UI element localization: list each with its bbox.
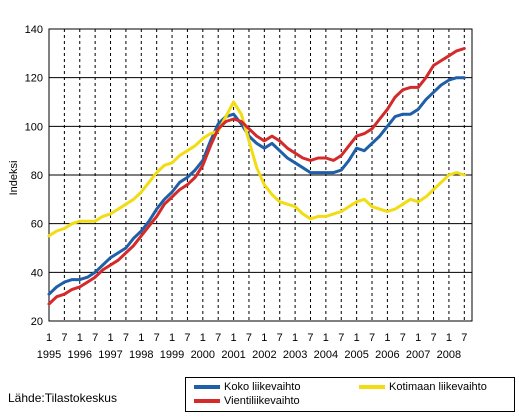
x-year-label: 2002 (252, 349, 276, 361)
x-year-label: 1996 (68, 349, 92, 361)
y-axis-title: Indeksi (8, 161, 20, 196)
legend-label-kotimaa: Kotimaan liikevaihto (389, 381, 487, 393)
x-month-tick-label: 7 (246, 332, 252, 344)
series-lines (47, 47, 466, 306)
x-year-label: 1999 (160, 349, 184, 361)
legend-item-koko: Koko liikevaihto (194, 381, 300, 393)
x-year-label: 2003 (283, 349, 307, 361)
x-year-label: 2008 (437, 349, 461, 361)
y-tick-label: 140 (25, 24, 43, 36)
x-month-tick-label: 7 (430, 332, 436, 344)
x-year-label: 2005 (344, 349, 368, 361)
x-month-tick-label: 1 (261, 332, 267, 344)
y-tick-label: 80 (31, 170, 43, 182)
legend: Koko liikevaihto Vientiliikevaihto Kotim… (185, 377, 515, 412)
x-month-tick-label: 1 (200, 332, 206, 344)
legend-swatch-vienti (194, 399, 220, 404)
x-month-tick-label: 7 (61, 332, 67, 344)
x-year-label: 2007 (406, 349, 430, 361)
y-tick-label: 20 (31, 316, 43, 328)
legend-swatch-koko (194, 385, 220, 390)
x-month-tick-label: 7 (400, 332, 406, 344)
x-month-tick-label: 1 (446, 332, 452, 344)
x-year-label: 1995 (37, 349, 61, 361)
x-month-tick-label: 1 (323, 332, 329, 344)
x-month-tick-label: 7 (338, 332, 344, 344)
x-year-label: 1998 (129, 349, 153, 361)
y-tick-label: 60 (31, 219, 43, 231)
legend-item-kotimaa: Kotimaan liikevaihto (359, 381, 487, 393)
x-year-label: 2004 (314, 349, 338, 361)
x-year-label: 2001 (221, 349, 245, 361)
x-month-tick-label: 7 (154, 332, 160, 344)
x-month-tick-label: 1 (231, 332, 237, 344)
x-month-tick-label: 1 (107, 332, 113, 344)
legend-swatch-kotimaa (359, 385, 385, 390)
x-month-tick-label: 7 (277, 332, 283, 344)
y-tick-label: 100 (25, 121, 43, 133)
y-tick-label: 120 (25, 73, 43, 85)
legend-label-koko: Koko liikevaihto (224, 381, 301, 393)
x-month-tick-label: 1 (77, 332, 83, 344)
x-month-tick-label: 7 (123, 332, 129, 344)
series-line-0 (47, 76, 466, 296)
x-month-tick-label: 7 (461, 332, 467, 344)
x-year-label: 2006 (375, 349, 399, 361)
x-month-tick-label: 7 (92, 332, 98, 344)
series-line-1 (47, 100, 466, 238)
y-tick-label: 40 (31, 267, 43, 279)
x-month-tick-label: 1 (46, 332, 52, 344)
source-note: Lähde:Tilastokeskus (8, 391, 117, 405)
legend-item-vienti: Vientiliikevaihto (194, 395, 300, 407)
x-year-label: 1997 (98, 349, 122, 361)
y-axis-ticks: 20 40 60 80 100 120 140 (25, 24, 43, 328)
x-month-tick-label: 1 (169, 332, 175, 344)
x-month-tick-label: 7 (369, 332, 375, 344)
x-month-tick-label: 1 (384, 332, 390, 344)
x-month-tick-label: 1 (415, 332, 421, 344)
x-month-tick-label: 7 (307, 332, 313, 344)
x-month-tick-label: 7 (184, 332, 190, 344)
x-month-tick-label: 1 (292, 332, 298, 344)
x-month-tick-label: 1 (354, 332, 360, 344)
plot-frame (48, 28, 473, 322)
x-month-tick-label: 7 (215, 332, 221, 344)
legend-label-vienti: Vientiliikevaihto (224, 395, 300, 407)
x-year-label: 2000 (191, 349, 215, 361)
x-month-tick-label: 1 (138, 332, 144, 344)
series-line-2 (47, 47, 466, 306)
